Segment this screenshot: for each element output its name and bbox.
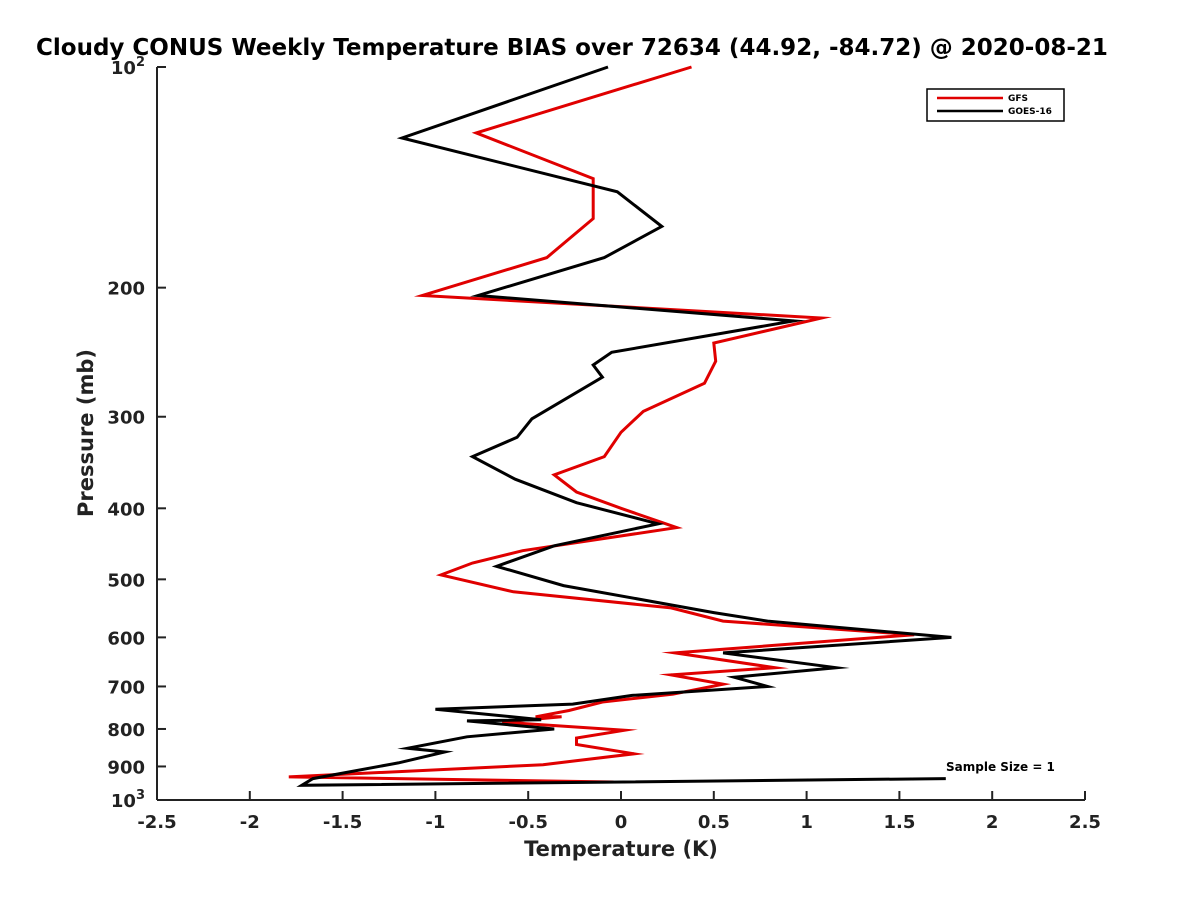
- y-tick-label: 200: [107, 279, 145, 300]
- y-tick-label: 600: [107, 628, 145, 649]
- y-tick-label: 500: [107, 570, 145, 591]
- series-layer: [288, 65, 952, 787]
- chart-title: Cloudy CONUS Weekly Temperature BIAS ove…: [36, 35, 1108, 61]
- x-axis-ticks: -2.5 -2 -1.5 -1 -0.5 0 0.5 1 1.5 2 2.5: [137, 791, 1101, 833]
- x-tick-label: -2: [240, 812, 260, 833]
- x-tick-label: 2: [986, 812, 999, 833]
- x-axis-label: Temperature (K): [524, 837, 718, 861]
- x-tick-label: 0: [615, 812, 628, 833]
- series-line-goes16: [296, 65, 952, 787]
- legend-label-gfs: GFS: [1008, 94, 1028, 104]
- legend: GFS GOES-16: [926, 88, 1065, 122]
- x-tick-label: -1: [425, 812, 445, 833]
- x-tick-label: -0.5: [509, 812, 548, 833]
- y-tick-label: 102: [111, 55, 145, 79]
- legend-box: [926, 88, 1065, 122]
- y-axis-ticks: 102 200 300 400 500 600 700 800 900 103: [107, 55, 166, 812]
- x-tick-label: -1.5: [323, 812, 362, 833]
- x-tick-label: 0.5: [698, 812, 730, 833]
- x-tick-label: 1.5: [883, 812, 915, 833]
- sample-size-annotation: Sample Size = 1: [946, 760, 1055, 774]
- y-tick-label: 300: [107, 408, 145, 429]
- y-tick-label: 800: [107, 720, 145, 741]
- y-tick-label: 900: [107, 757, 145, 778]
- series-line-gfs: [288, 65, 915, 784]
- y-tick-label: 700: [107, 677, 145, 698]
- y-axis-label: Pressure (mb): [74, 349, 98, 517]
- y-tick-label: 103: [111, 788, 145, 812]
- x-tick-label: 1: [800, 812, 813, 833]
- x-tick-label: 2.5: [1069, 812, 1101, 833]
- legend-label-goes16: GOES-16: [1008, 107, 1052, 117]
- y-tick-label: 400: [107, 499, 145, 520]
- x-tick-label: -2.5: [137, 812, 176, 833]
